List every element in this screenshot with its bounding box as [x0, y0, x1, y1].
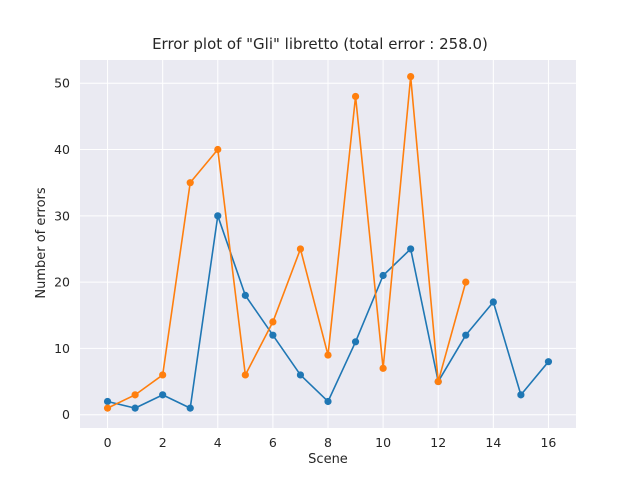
y-tick-label: 10: [54, 341, 70, 356]
data-point: [131, 404, 139, 412]
data-point: [131, 391, 139, 399]
x-tick-label: 16: [540, 435, 556, 450]
y-tick-label: 50: [54, 76, 70, 91]
data-point: [489, 298, 497, 306]
tick-labels: 0 2 4 6 8 10 12 14 16 0 10 20 30 40 50: [54, 76, 556, 450]
x-tick-label: 6: [269, 435, 277, 450]
chart-title: Error plot of "Gli" libretto (total erro…: [152, 35, 488, 53]
series-1: [103, 72, 470, 412]
data-point: [186, 179, 194, 187]
data-point: [517, 391, 525, 399]
x-axis-label: Scene: [308, 452, 348, 467]
data-point: [296, 245, 305, 253]
data-point: [241, 291, 249, 299]
data-point: [462, 278, 470, 286]
data-point: [351, 338, 360, 346]
x-tick-label: 8: [324, 435, 332, 450]
x-tick-label: 4: [214, 435, 222, 450]
data-point: [159, 371, 167, 379]
data-point: [324, 397, 332, 406]
y-axis-label: Number of errors: [34, 187, 49, 298]
data-point: [103, 397, 112, 406]
data-point: [214, 212, 222, 220]
data-point: [351, 92, 360, 101]
data-point: [544, 358, 553, 366]
data-point: [324, 351, 332, 359]
data-point: [241, 371, 249, 379]
x-tick-label: 10: [375, 435, 391, 450]
y-tick-label: 0: [62, 407, 70, 422]
y-tick-label: 30: [54, 208, 70, 223]
data-point: [462, 331, 470, 339]
data-point: [159, 391, 167, 399]
series-group: [103, 72, 553, 412]
data-point: [103, 404, 112, 412]
series-0: [103, 212, 553, 412]
data-point: [434, 377, 442, 386]
data-point: [296, 371, 305, 379]
x-tick-label: 14: [485, 435, 501, 450]
data-point: [407, 245, 415, 253]
y-tick-label: 40: [54, 142, 70, 157]
data-point: [269, 331, 277, 339]
x-tick-label: 2: [159, 435, 167, 450]
y-tick-label: 20: [54, 275, 70, 290]
series-line: [107, 75, 467, 409]
data-point: [269, 318, 277, 326]
data-point: [379, 364, 387, 372]
data-point: [186, 404, 194, 412]
data-point: [214, 145, 222, 154]
data-point: [379, 271, 387, 280]
data-point: [407, 72, 415, 81]
x-tick-label: 0: [104, 435, 112, 450]
x-tick-label: 12: [430, 435, 446, 450]
